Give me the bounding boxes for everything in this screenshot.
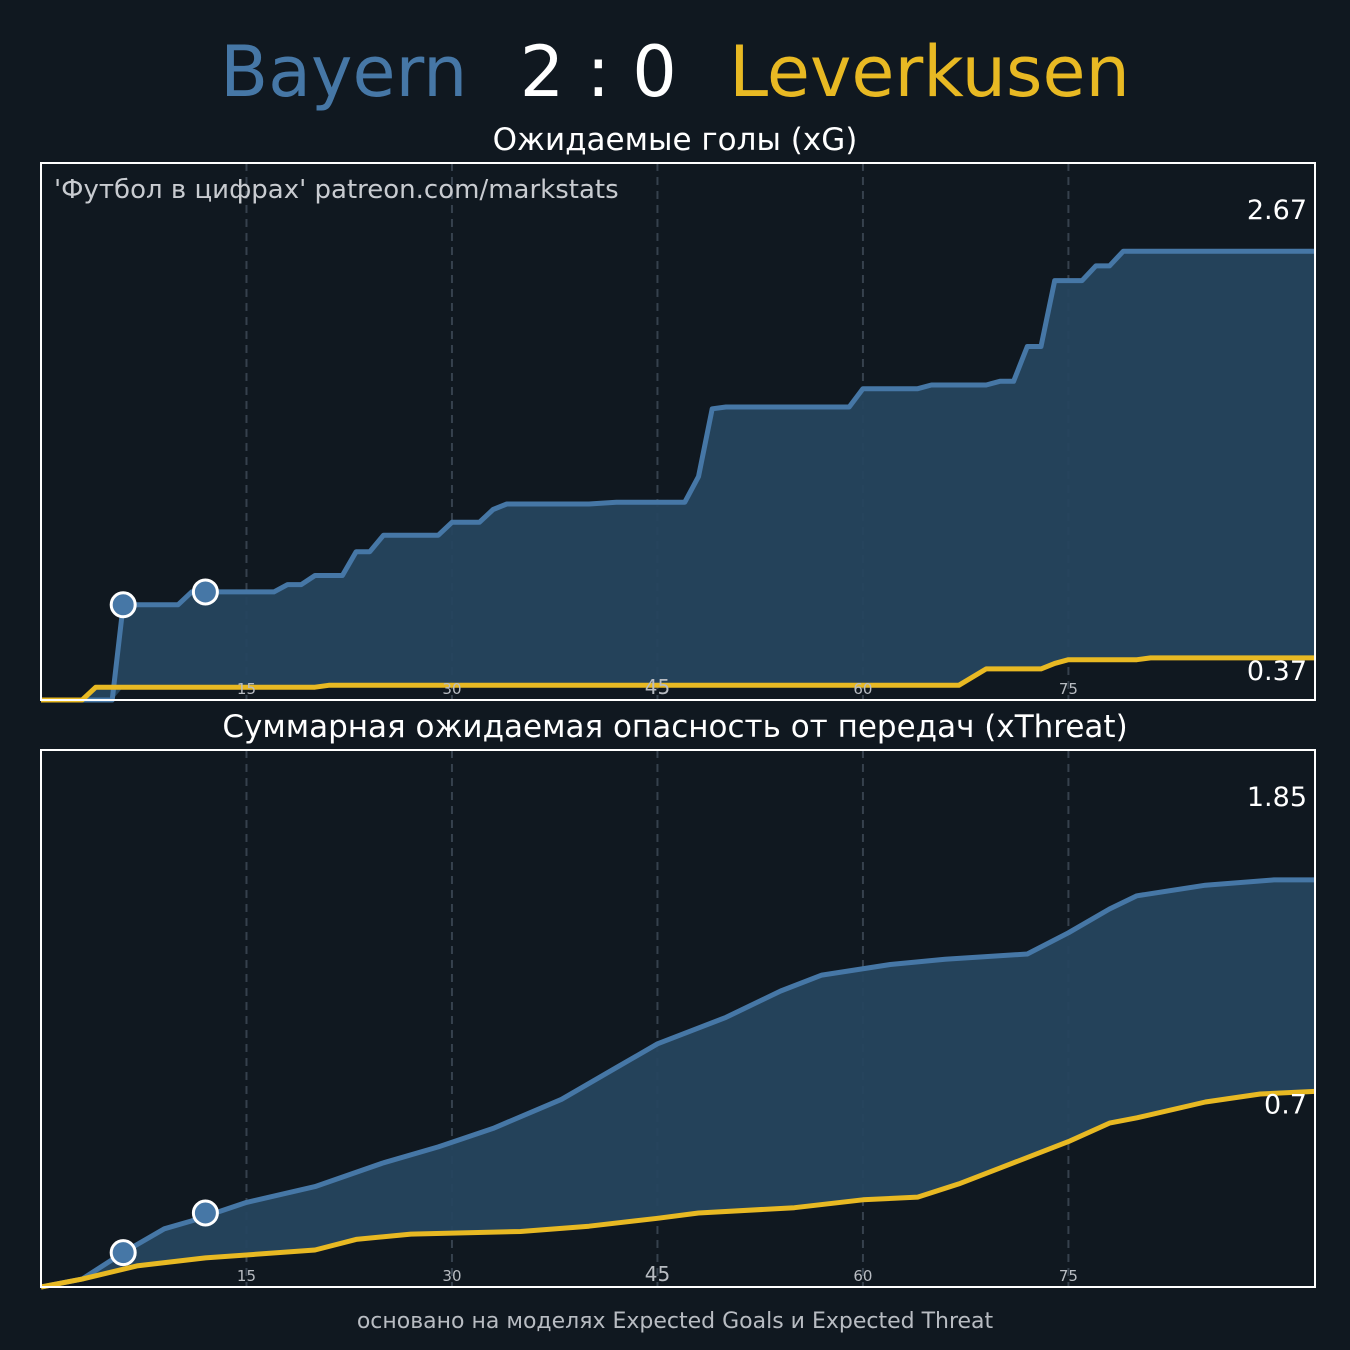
tick-label-30: 30 (442, 1267, 461, 1285)
chart-frame (40, 162, 1316, 701)
goal-marker-2 (191, 1199, 219, 1227)
end-label-leverkusen: 0.7 (1264, 1089, 1307, 1120)
goal-marker-1 (109, 1239, 137, 1267)
tick-label-30: 30 (442, 680, 461, 698)
series-line-leverkusen (41, 655, 1315, 703)
tick-label-15: 15 (237, 1267, 256, 1285)
area-between-series (41, 879, 1315, 1287)
end-label-bayern: 2.67 (1247, 195, 1307, 226)
series-line-bayern (40, 877, 1315, 1290)
xthreat-chart: 15 30 45 60 75 1.85 0.7 (40, 749, 1316, 1290)
series-line-bayern (41, 248, 1315, 703)
match-score-header: Bayern 2 : 0 Leverkusen (0, 22, 1350, 122)
tick-label-15: 15 (237, 680, 256, 698)
xg-chart: 15 30 45 60 75 2.67 0.37 'Футбол в цифрах' patr… (40, 162, 1316, 703)
home-team-name: Bayern (220, 31, 468, 113)
xthreat-chart-title: Суммарная ожидаемая опасность от передач… (222, 709, 1128, 745)
match-score: 2 : 0 (519, 31, 677, 113)
tick-label-60: 60 (853, 680, 872, 698)
chart-frame (40, 749, 1316, 1288)
tick-label-60: 60 (853, 1267, 872, 1285)
goal-marker-1 (109, 591, 137, 619)
tick-label-45: 45 (645, 675, 670, 699)
credit-text: 'Футбол в цифрах' patreon.com/markstats (54, 175, 619, 205)
tick-label-75: 75 (1059, 1267, 1078, 1285)
xg-chart-title: Ожидаемые голы (xG) (492, 122, 858, 158)
footer-note: основано на моделях Expected Goals и Exp… (356, 1309, 994, 1334)
away-team-name: Leverkusen (729, 31, 1130, 113)
goal-marker-2 (191, 578, 219, 606)
end-label-bayern: 1.85 (1247, 782, 1307, 813)
series-line-leverkusen (40, 1088, 1316, 1290)
tick-label-45: 45 (645, 1262, 670, 1286)
area-between-series (41, 251, 1315, 701)
end-label-leverkusen: 0.37 (1247, 656, 1307, 687)
tick-label-75: 75 (1059, 680, 1078, 698)
